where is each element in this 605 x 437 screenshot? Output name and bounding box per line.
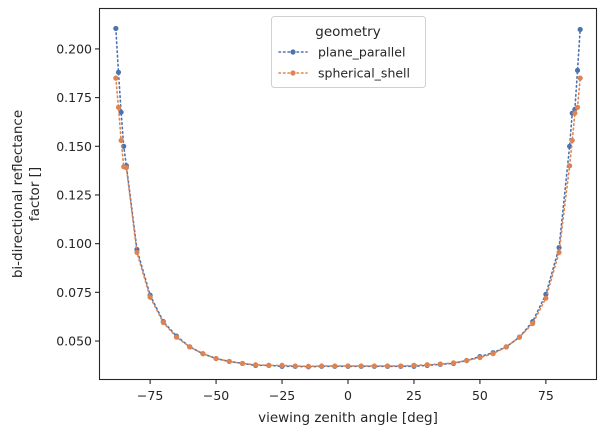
data-point-plane-parallel — [121, 143, 127, 149]
legend-swatch-marker — [290, 70, 296, 76]
y-tick-label: 0.075 — [56, 285, 92, 300]
data-point-spherical-shell — [226, 358, 232, 365]
data-point-spherical-shell — [572, 110, 578, 116]
data-point-spherical-shell — [319, 363, 325, 369]
x-tick-label: 50 — [472, 388, 488, 403]
x-tick-label: −25 — [269, 388, 295, 403]
y-axis-label-line-2: factor [] — [27, 167, 43, 221]
data-point-spherical-shell — [213, 355, 219, 362]
data-point-spherical-shell — [503, 344, 509, 350]
y-tick-label: 0.100 — [56, 236, 92, 251]
data-point-spherical-shell — [253, 362, 259, 368]
y-tick-label: 0.125 — [56, 187, 92, 202]
data-point-spherical-shell — [477, 354, 483, 361]
data-point-spherical-shell — [490, 351, 496, 357]
data-point-spherical-shell — [332, 363, 338, 369]
data-point-spherical-shell — [574, 104, 581, 110]
data-point-spherical-shell — [239, 360, 246, 367]
data-point-spherical-shell — [345, 363, 351, 369]
data-point-spherical-shell — [113, 75, 119, 81]
data-point-spherical-shell — [173, 334, 180, 340]
legend-entry-plane-parallel: plane_parallel — [278, 45, 405, 60]
data-point-spherical-shell — [567, 163, 573, 169]
x-axis: −75 −50 −25 0 25 50 75 — [137, 379, 554, 403]
data-point-spherical-shell — [123, 165, 129, 171]
legend-label: spherical_shell — [318, 66, 410, 81]
y-axis: 0.050 0.075 0.100 0.125 0.150 0.175 0.200 — [56, 41, 100, 349]
x-tick-label: −75 — [137, 388, 163, 403]
data-point-spherical-shell — [292, 363, 298, 369]
data-point-spherical-shell — [147, 294, 153, 300]
x-tick-label: 0 — [344, 388, 352, 403]
y-axis-label-line-1: bi-directional reflectance — [10, 110, 26, 278]
series-spherical-shell — [113, 75, 583, 369]
data-point-spherical-shell — [279, 362, 285, 368]
data-point-plane-parallel — [118, 109, 124, 115]
data-point-spherical-shell — [411, 362, 417, 368]
data-point-spherical-shell — [569, 137, 575, 144]
data-point-spherical-shell — [134, 249, 140, 256]
series-layer — [113, 25, 583, 370]
data-point-spherical-shell — [556, 249, 562, 256]
legend: geometry plane_parallel spherical_shell — [271, 16, 426, 88]
data-point-spherical-shell — [464, 357, 470, 364]
y-tick-label: 0.200 — [56, 41, 92, 56]
data-point-plane-parallel — [577, 26, 583, 33]
data-point-spherical-shell — [577, 75, 583, 81]
x-tick-label: 25 — [406, 388, 422, 403]
y-tick-label: 0.150 — [56, 139, 92, 154]
y-tick-label: 0.050 — [56, 334, 92, 349]
legend-box — [271, 16, 426, 88]
x-tick-label: −50 — [203, 388, 229, 403]
data-point-spherical-shell — [424, 362, 430, 368]
data-point-plane-parallel — [115, 69, 122, 75]
data-point-spherical-shell — [118, 137, 124, 144]
data-point-spherical-shell — [516, 334, 523, 340]
data-point-spherical-shell — [358, 363, 364, 369]
data-point-spherical-shell — [200, 351, 206, 357]
x-axis-label: viewing zenith angle [deg] — [258, 410, 438, 426]
data-point-spherical-shell — [187, 344, 193, 350]
data-point-spherical-shell — [160, 319, 166, 326]
data-point-spherical-shell — [115, 104, 122, 110]
series-line-spherical-shell — [115, 77, 581, 368]
legend-swatch-marker — [290, 49, 296, 55]
data-point-spherical-shell — [450, 360, 457, 366]
legend-entry-spherical-shell: spherical_shell — [278, 66, 410, 81]
data-point-spherical-shell — [543, 295, 549, 301]
data-point-spherical-shell — [371, 363, 377, 369]
data-point-spherical-shell — [398, 363, 404, 369]
data-point-plane-parallel — [574, 67, 581, 73]
data-point-spherical-shell — [266, 362, 272, 368]
data-point-plane-parallel — [113, 25, 119, 32]
data-point-spherical-shell — [384, 363, 391, 369]
data-point-spherical-shell — [530, 320, 536, 327]
data-point-spherical-shell — [305, 363, 312, 369]
x-tick-label: 75 — [538, 388, 554, 403]
y-tick-label: 0.175 — [56, 90, 92, 105]
data-point-spherical-shell — [437, 361, 443, 367]
legend-label: plane_parallel — [318, 45, 405, 60]
legend-title: geometry — [315, 24, 380, 40]
legend-entries: plane_parallel spherical_shell — [278, 45, 410, 81]
